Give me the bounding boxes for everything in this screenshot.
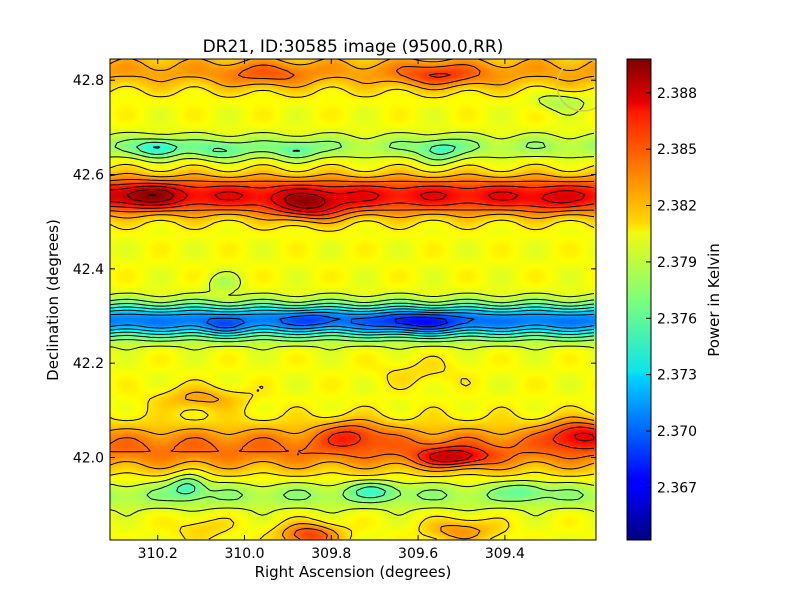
- contour-lines: [110, 59, 595, 540]
- x-tick-label: 309.8: [311, 546, 351, 562]
- plot-frame: [109, 58, 597, 541]
- colorbar-ticks: 2.367 2.370 2.373 2.376 2.379 2.382 2.385 2.388: [646, 86, 697, 496]
- contour-line: [126, 189, 326, 209]
- x-tick-label: 309.4: [485, 546, 525, 562]
- contour-line: [110, 185, 595, 463]
- contour-line: [110, 73, 595, 466]
- y-tick-label: 42.4: [73, 262, 104, 278]
- heatmap-image: [110, 59, 596, 540]
- colorbar-tick-label: 2.382: [657, 199, 697, 215]
- contour-line: [110, 85, 595, 540]
- x-tick-label: 310.2: [138, 546, 178, 562]
- contour-line: [110, 138, 595, 504]
- x-axis-label: Right Ascension (degrees): [255, 563, 452, 581]
- beam-marker: [556, 59, 596, 112]
- contour-line: [110, 95, 595, 517]
- contour-line: [394, 316, 449, 328]
- colorbar-tick-label: 2.370: [657, 424, 697, 440]
- colorbar-tick-label: 2.373: [657, 368, 697, 384]
- colorbar-tick-label: 2.388: [657, 86, 697, 102]
- contour-line: [110, 59, 595, 540]
- contour-line: [110, 146, 595, 337]
- colorbar-gradient: [626, 58, 652, 541]
- colorbar-tick-label: 2.367: [657, 480, 697, 496]
- y-tick-label: 42.6: [73, 168, 104, 184]
- y-tick-label: 42.8: [73, 73, 104, 89]
- y-axis-label: Declination (degrees): [44, 219, 62, 381]
- contour-line: [110, 64, 595, 540]
- chart-title: DR21, ID:30585 image (9500.0,RR): [203, 37, 504, 57]
- colorbar-tick-label: 2.376: [657, 311, 697, 327]
- x-tick-label: 310.0: [224, 546, 264, 562]
- colorbar-tick-label: 2.385: [657, 142, 697, 158]
- contour-line: [206, 313, 475, 330]
- contour-line: [110, 308, 595, 335]
- y-axis: 42.0 42.2 42.4 42.6 42.8: [73, 73, 596, 466]
- heatmap-plot: [110, 59, 596, 540]
- x-axis: 310.2 310.0 309.8 309.6 309.4: [138, 59, 525, 562]
- colorbar-tick-label: 2.379: [657, 255, 697, 271]
- y-tick-label: 42.2: [73, 356, 104, 372]
- y-tick-label: 42.0: [73, 450, 104, 466]
- contour-line: [110, 141, 595, 499]
- colorbar: 2.367 2.370 2.373 2.376 2.379 2.382 2.385 2.388…: [626, 58, 723, 541]
- contour-line: [110, 311, 595, 333]
- colorbar-label: Power in Kelvin: [705, 243, 723, 357]
- x-tick-label: 309.6: [398, 546, 438, 562]
- contour-line: [148, 194, 157, 196]
